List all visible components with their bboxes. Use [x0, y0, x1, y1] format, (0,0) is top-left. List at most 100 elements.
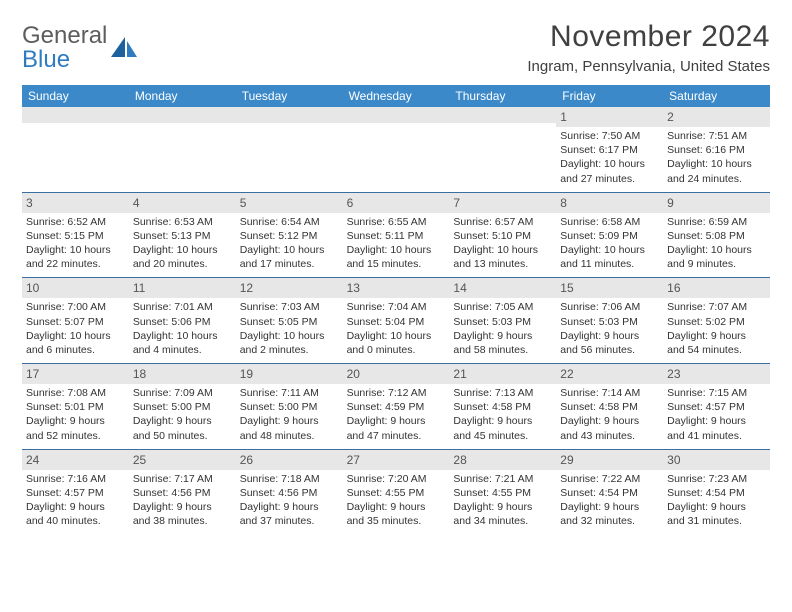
day-number: 24 [26, 453, 39, 467]
day-info: Sunrise: 7:18 AMSunset: 4:56 PMDaylight:… [240, 472, 339, 529]
day-info: Sunrise: 7:06 AMSunset: 5:03 PMDaylight:… [560, 300, 659, 357]
day-number: 4 [133, 196, 140, 210]
day-info: Sunrise: 7:13 AMSunset: 4:58 PMDaylight:… [453, 386, 552, 443]
logo-line2: Blue [22, 48, 107, 72]
logo: General Blue [22, 24, 139, 72]
day-info: Sunrise: 7:21 AMSunset: 4:55 PMDaylight:… [453, 472, 552, 529]
day-info: Sunrise: 7:11 AMSunset: 5:00 PMDaylight:… [240, 386, 339, 443]
day-number-row: 7 [449, 193, 556, 213]
day-number: 30 [667, 453, 680, 467]
day-info: Sunrise: 7:23 AMSunset: 4:54 PMDaylight:… [667, 472, 766, 529]
day-info: Sunrise: 7:07 AMSunset: 5:02 PMDaylight:… [667, 300, 766, 357]
day-number: 9 [667, 196, 674, 210]
day-cell [449, 107, 556, 192]
day-info: Sunrise: 7:01 AMSunset: 5:06 PMDaylight:… [133, 300, 232, 357]
day-info: Sunrise: 7:03 AMSunset: 5:05 PMDaylight:… [240, 300, 339, 357]
day-cell [236, 107, 343, 192]
day-cell: 25Sunrise: 7:17 AMSunset: 4:56 PMDayligh… [129, 449, 236, 535]
day-cell: 15 Sunrise: 7:06 AMSunset: 5:03 PMDayligh… [556, 277, 663, 363]
day-number: 21 [453, 367, 466, 381]
day-cell: 11 Sunrise: 7:01 AMSunset: 5:06 PMDayligh… [129, 277, 236, 363]
day-info: Sunrise: 7:15 AMSunset: 4:57 PMDaylight:… [667, 386, 766, 443]
week-row: 17Sunrise: 7:08 AMSunset: 5:01 PMDayligh… [22, 363, 770, 449]
day-number-row: 8 [556, 193, 663, 213]
day-cell: 1Sunrise: 7:50 AMSunset: 6:17 PMDaylight… [556, 107, 663, 192]
day-info: Sunrise: 7:04 AMSunset: 5:04 PMDaylight:… [347, 300, 446, 357]
day-number: 11 [133, 281, 145, 295]
day-cell [22, 107, 129, 192]
dow-cell: Monday [129, 85, 236, 107]
month-title: November 2024 [527, 20, 770, 54]
day-number-row: 3 [22, 193, 129, 213]
day-number: 18 [133, 367, 146, 381]
day-cell [129, 107, 236, 192]
day-number-row: 29 [556, 450, 663, 470]
day-info: Sunrise: 7:00 AMSunset: 5:07 PMDaylight:… [26, 300, 125, 357]
day-number: 13 [347, 281, 360, 295]
day-cell: 24Sunrise: 7:16 AMSunset: 4:57 PMDayligh… [22, 449, 129, 535]
day-number: 22 [560, 367, 573, 381]
day-cell: 21 Sunrise: 7:13 AMSunset: 4:58 PMDayligh… [449, 363, 556, 449]
empty-day [236, 107, 343, 123]
day-number-row: 4 [129, 193, 236, 213]
day-cell: 5Sunrise: 6:54 AMSunset: 5:12 PMDaylight… [236, 192, 343, 278]
dow-cell: Thursday [449, 85, 556, 107]
day-number: 19 [240, 367, 253, 381]
day-info: Sunrise: 6:54 AMSunset: 5:12 PMDaylight:… [240, 215, 339, 272]
day-cell: 29Sunrise: 7:22 AMSunset: 4:54 PMDayligh… [556, 449, 663, 535]
location: Ingram, Pennsylvania, United States [527, 58, 770, 75]
day-number: 8 [560, 196, 567, 210]
day-number-row: 14 [449, 278, 556, 298]
day-info: Sunrise: 6:57 AMSunset: 5:10 PMDaylight:… [453, 215, 552, 272]
logo-sail-icon [109, 33, 139, 63]
day-info: Sunrise: 7:05 AMSunset: 5:03 PMDaylight:… [453, 300, 552, 357]
day-cell: 22Sunrise: 7:14 AMSunset: 4:58 PMDayligh… [556, 363, 663, 449]
day-cell: 13 Sunrise: 7:04 AMSunset: 5:04 PMDayligh… [343, 277, 450, 363]
empty-day [22, 107, 129, 123]
day-cell: 18Sunrise: 7:09 AMSunset: 5:00 PMDayligh… [129, 363, 236, 449]
empty-day [129, 107, 236, 123]
day-number-row: 20 [343, 364, 450, 384]
day-cell: 3Sunrise: 6:52 AMSunset: 5:15 PMDaylight… [22, 192, 129, 278]
dow-cell: Friday [556, 85, 663, 107]
day-cell: 27Sunrise: 7:20 AMSunset: 4:55 PMDayligh… [343, 449, 450, 535]
week-row: 10 Sunrise: 7:00 AMSunset: 5:07 PMDayligh… [22, 277, 770, 363]
day-number-row: 16 [663, 278, 770, 298]
day-number-row: 27 [343, 450, 450, 470]
day-info: Sunrise: 6:52 AMSunset: 5:15 PMDaylight:… [26, 215, 125, 272]
day-info: Sunrise: 6:58 AMSunset: 5:09 PMDaylight:… [560, 215, 659, 272]
day-number: 25 [133, 453, 146, 467]
title-block: November 2024 Ingram, Pennsylvania, Unit… [527, 20, 770, 75]
header: General Blue November 2024 Ingram, Penns… [22, 20, 770, 75]
dow-cell: Wednesday [343, 85, 450, 107]
week-row: 3Sunrise: 6:52 AMSunset: 5:15 PMDaylight… [22, 192, 770, 278]
day-number-row: 24 [22, 450, 129, 470]
day-number: 10 [26, 281, 39, 295]
day-number-row: 28 [449, 450, 556, 470]
day-cell: 4Sunrise: 6:53 AMSunset: 5:13 PMDaylight… [129, 192, 236, 278]
day-number: 28 [453, 453, 466, 467]
day-info: Sunrise: 7:51 AMSunset: 6:16 PMDaylight:… [667, 129, 766, 186]
day-cell: 6 Sunrise: 6:55 AMSunset: 5:11 PMDaylight… [343, 192, 450, 278]
day-number-row: 9 [663, 193, 770, 213]
day-info: Sunrise: 6:55 AMSunset: 5:11 PMDaylight:… [347, 215, 446, 272]
week-row: 1Sunrise: 7:50 AMSunset: 6:17 PMDaylight… [22, 107, 770, 192]
day-number: 6 [347, 196, 354, 210]
day-number-row: 6 [343, 193, 450, 213]
day-number: 14 [453, 281, 466, 295]
day-cell: 26Sunrise: 7:18 AMSunset: 4:56 PMDayligh… [236, 449, 343, 535]
day-number-row: 10 [22, 278, 129, 298]
day-number: 15 [560, 281, 573, 295]
day-number-row: 21 [449, 364, 556, 384]
day-number-row: 12 [236, 278, 343, 298]
day-number: 16 [667, 281, 680, 295]
day-number-row: 19 [236, 364, 343, 384]
day-cell [343, 107, 450, 192]
day-info: Sunrise: 7:50 AMSunset: 6:17 PMDaylight:… [560, 129, 659, 186]
day-info: Sunrise: 7:22 AMSunset: 4:54 PMDaylight:… [560, 472, 659, 529]
day-number-row: 17 [22, 364, 129, 384]
day-number: 7 [453, 196, 460, 210]
day-cell: 2Sunrise: 7:51 AMSunset: 6:16 PMDaylight… [663, 107, 770, 192]
day-number: 20 [347, 367, 360, 381]
day-number-row: 22 [556, 364, 663, 384]
